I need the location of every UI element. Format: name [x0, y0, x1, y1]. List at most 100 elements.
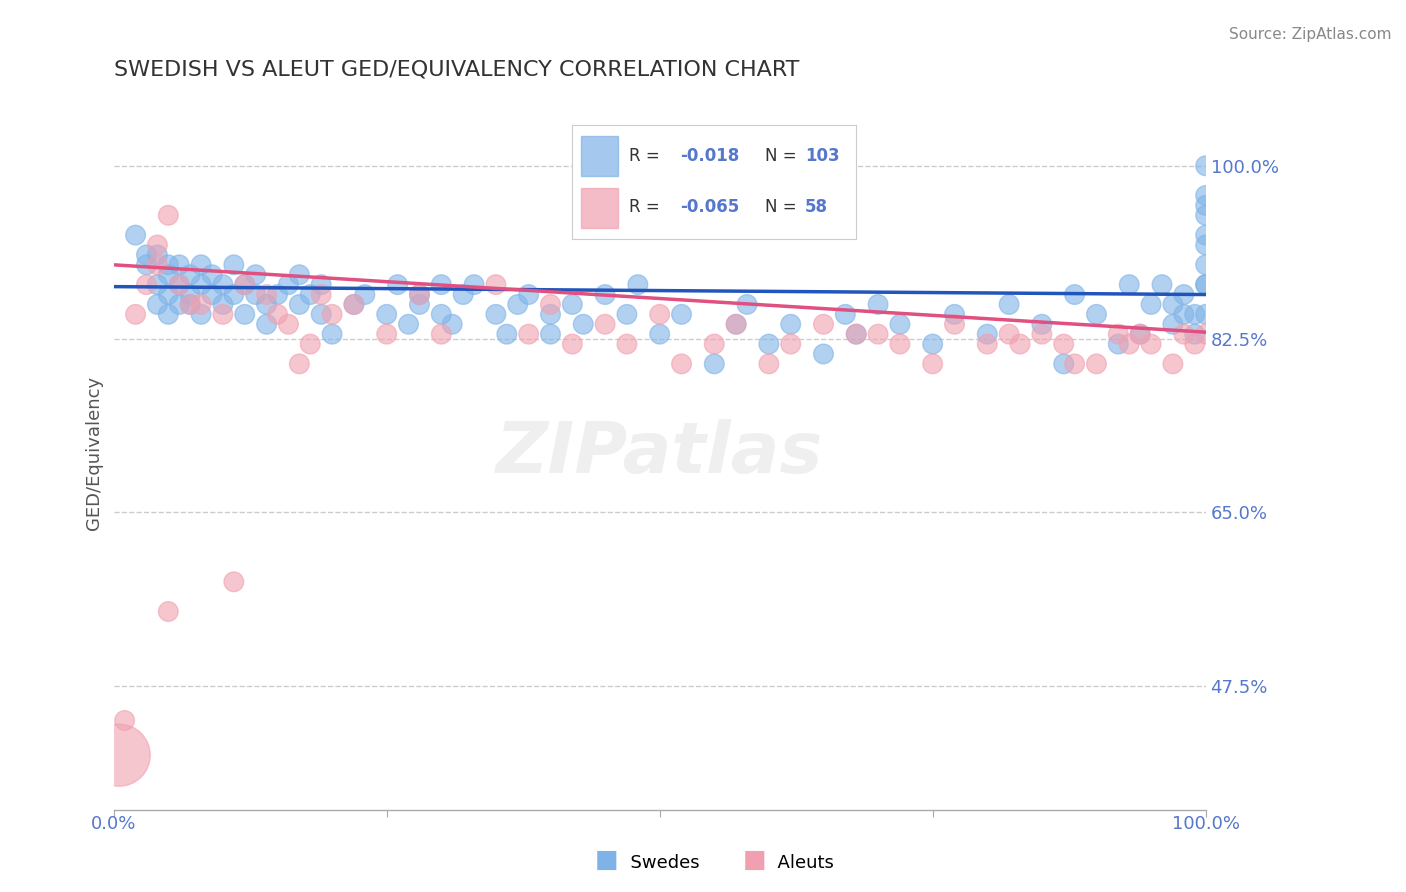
Point — [179, 287, 201, 301]
Point — [309, 307, 332, 321]
Point — [1085, 307, 1108, 321]
Point — [354, 287, 377, 301]
Point — [813, 318, 835, 332]
Point — [222, 287, 245, 301]
Point — [1161, 357, 1184, 371]
Point — [868, 327, 890, 342]
Point — [1195, 277, 1218, 292]
Point — [616, 337, 638, 351]
Point — [135, 258, 157, 272]
Point — [408, 287, 430, 301]
Point — [703, 357, 725, 371]
Point — [124, 307, 146, 321]
Point — [288, 297, 311, 311]
Point — [157, 208, 180, 222]
Point — [517, 287, 540, 301]
Point — [889, 337, 911, 351]
Point — [1184, 307, 1206, 321]
Point — [299, 337, 322, 351]
Point — [167, 258, 190, 272]
Point — [1107, 337, 1129, 351]
Point — [256, 297, 278, 311]
Point — [222, 258, 245, 272]
Point — [758, 337, 780, 351]
Point — [146, 297, 169, 311]
Text: SWEDISH VS ALEUT GED/EQUIVALENCY CORRELATION CHART: SWEDISH VS ALEUT GED/EQUIVALENCY CORRELA… — [114, 60, 799, 79]
Text: 100.0%: 100.0% — [1171, 814, 1240, 832]
Point — [146, 248, 169, 262]
Point — [1063, 287, 1085, 301]
Point — [868, 297, 890, 311]
Point — [157, 258, 180, 272]
Point — [190, 258, 212, 272]
Y-axis label: GED/Equivalency: GED/Equivalency — [86, 376, 103, 530]
Point — [157, 287, 180, 301]
Point — [408, 287, 430, 301]
Point — [561, 297, 583, 311]
Point — [561, 337, 583, 351]
Point — [321, 327, 343, 342]
Point — [943, 307, 966, 321]
Text: ■: ■ — [742, 848, 766, 872]
Point — [1031, 327, 1053, 342]
Point — [648, 307, 671, 321]
Point — [1150, 277, 1173, 292]
Point — [1107, 327, 1129, 342]
Point — [725, 318, 748, 332]
Point — [813, 347, 835, 361]
Point — [627, 277, 650, 292]
Point — [779, 318, 801, 332]
Point — [179, 297, 201, 311]
Text: ZIPatlas: ZIPatlas — [496, 418, 824, 488]
Point — [387, 277, 409, 292]
Point — [1195, 159, 1218, 173]
Point — [212, 277, 235, 292]
Point — [998, 327, 1021, 342]
Point — [703, 337, 725, 351]
Point — [212, 307, 235, 321]
Point — [233, 277, 256, 292]
Point — [430, 327, 453, 342]
Point — [1173, 307, 1195, 321]
Point — [1129, 327, 1152, 342]
Point — [201, 268, 224, 282]
Point — [540, 297, 562, 311]
Point — [648, 327, 671, 342]
Point — [1173, 327, 1195, 342]
Point — [190, 297, 212, 311]
Point — [725, 318, 748, 332]
Point — [1173, 287, 1195, 301]
Text: Swedes: Swedes — [619, 855, 699, 872]
Point — [834, 307, 856, 321]
Point — [921, 337, 943, 351]
Point — [167, 277, 190, 292]
Point — [135, 277, 157, 292]
Point — [1195, 198, 1218, 212]
Point — [671, 357, 693, 371]
Point — [845, 327, 868, 342]
Point — [222, 574, 245, 589]
Point — [485, 307, 508, 321]
Point — [430, 277, 453, 292]
Point — [976, 327, 998, 342]
Text: Aleuts: Aleuts — [766, 855, 834, 872]
Point — [1184, 337, 1206, 351]
Point — [343, 297, 366, 311]
Text: ■: ■ — [595, 848, 619, 872]
Point — [375, 307, 398, 321]
Point — [146, 277, 169, 292]
Point — [1053, 357, 1076, 371]
Point — [572, 318, 595, 332]
Point — [1140, 337, 1163, 351]
Point — [976, 337, 998, 351]
Point — [157, 307, 180, 321]
Point — [266, 307, 288, 321]
Point — [190, 277, 212, 292]
Point — [1161, 297, 1184, 311]
Point — [1195, 208, 1218, 222]
Point — [375, 327, 398, 342]
Point — [233, 277, 256, 292]
Point — [167, 277, 190, 292]
Point — [779, 337, 801, 351]
Point — [451, 287, 474, 301]
